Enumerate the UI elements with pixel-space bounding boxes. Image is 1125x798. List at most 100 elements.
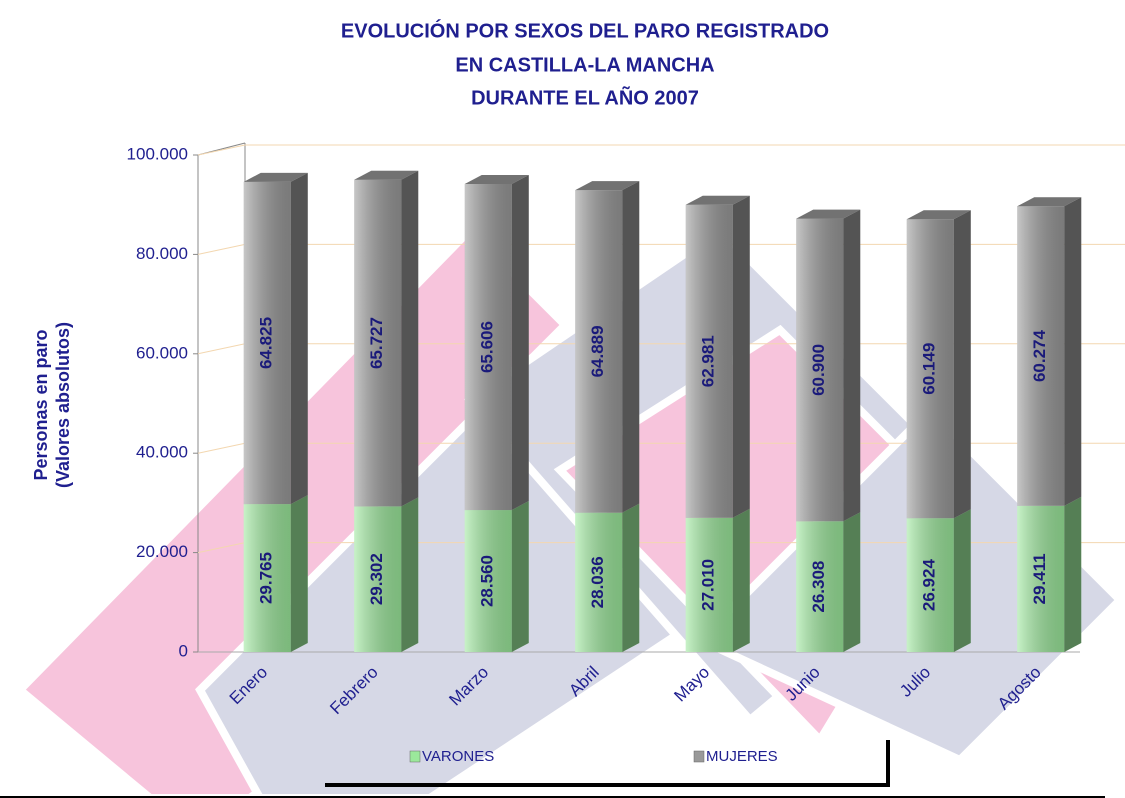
bar-shade: [354, 179, 402, 507]
bar-top-shade: [685, 195, 750, 205]
bar-shade: [796, 218, 844, 522]
bar-side: [622, 503, 640, 652]
bar-side-shade: [732, 508, 750, 652]
bar-side-shade: [511, 174, 529, 511]
data-label: 60.274: [1030, 330, 1049, 383]
y-tick-label: 60.000: [136, 343, 188, 362]
data-label: 28.036: [588, 556, 607, 608]
data-label: 64.825: [257, 317, 276, 369]
bar-top-shade: [464, 174, 529, 184]
y-tick-label: 80.000: [136, 244, 188, 263]
bar-shade: [464, 183, 512, 511]
bar-side: [622, 181, 640, 513]
grid-line: [197, 343, 246, 355]
bar-shade: [575, 190, 623, 513]
bar-top-shade: [575, 181, 640, 191]
bar-shade: [685, 517, 733, 652]
bar-top: [243, 172, 308, 182]
bar-side-shade: [622, 181, 640, 513]
bar-shade: [243, 504, 291, 652]
chart-title: DURANTE EL AÑO 2007: [471, 86, 699, 109]
bar-side: [843, 512, 861, 652]
bar-side-shade: [1064, 496, 1082, 652]
bar-shade: [906, 219, 954, 519]
bar-side-shade: [843, 512, 861, 652]
bar-side-shade: [511, 501, 529, 652]
bar-top-shade: [354, 170, 419, 180]
data-label: 26.308: [809, 561, 828, 613]
bar-side: [1064, 197, 1082, 506]
chart-title: EN CASTILLA-LA MANCHA: [455, 54, 714, 76]
data-label: 26.924: [920, 559, 939, 612]
data-label: 64.889: [588, 325, 607, 377]
legend-frame: [325, 740, 890, 787]
data-label: 29.765: [257, 552, 276, 604]
bar-side: [953, 210, 971, 519]
y-tick-label: 20.000: [136, 542, 188, 561]
bar-side: [732, 508, 750, 652]
bar-side-shade: [290, 172, 308, 505]
bar-side-shade: [1064, 197, 1082, 506]
grid-line: [197, 442, 246, 454]
y-tick-label: 0: [179, 641, 188, 660]
bar-shade: [575, 512, 623, 652]
bar-side-shade: [953, 509, 971, 652]
bar-top: [796, 209, 861, 219]
legend-swatch: [409, 750, 421, 763]
bar-side-shade: [732, 195, 750, 518]
bar-shade: [1017, 206, 1065, 506]
bar-side-shade: [290, 495, 308, 652]
grid-line: [197, 542, 246, 554]
bar-top-shade: [243, 172, 308, 182]
legend-label: VARONES: [422, 748, 494, 765]
legend-swatch: [693, 750, 705, 763]
data-label: 65.606: [478, 321, 497, 373]
bar-top: [685, 195, 750, 205]
data-label: 62.981: [699, 335, 718, 387]
bar-side: [843, 209, 861, 522]
bar-top-shade: [1017, 197, 1082, 207]
y-axis-label: (Valores absolutos): [53, 322, 73, 488]
data-label: 65.727: [367, 317, 386, 369]
bar-side: [732, 195, 750, 518]
data-label: 29.411: [1030, 553, 1049, 604]
bar-side-shade: [401, 497, 419, 652]
bar-shade: [354, 506, 402, 652]
bar-side: [1064, 496, 1082, 652]
bar-side: [953, 509, 971, 652]
bar-side: [511, 174, 529, 511]
bar-shade: [906, 518, 954, 652]
data-label: 60.149: [920, 343, 939, 395]
chart-title: EVOLUCIÓN POR SEXOS DEL PARO REGISTRADO: [341, 18, 829, 42]
data-label: 29.302: [367, 553, 386, 605]
bar-top: [354, 170, 419, 180]
y-axis-label: Personas en paro: [31, 329, 51, 480]
bar-side: [401, 497, 419, 652]
bar-shade: [685, 204, 733, 518]
bar-side: [401, 170, 419, 507]
bar-side-shade: [401, 170, 419, 507]
bar-top: [1017, 197, 1082, 207]
bar-shade: [464, 510, 512, 652]
bar-side: [290, 172, 308, 505]
data-label: 60.900: [809, 344, 828, 396]
bar-top: [575, 181, 640, 191]
bar-shade: [243, 181, 291, 505]
bar-top-shade: [796, 209, 861, 219]
bar-side-shade: [622, 503, 640, 652]
y-tick-label: 100.000: [127, 144, 188, 163]
bar-top: [906, 210, 971, 220]
bar-shade: [1017, 505, 1065, 652]
data-label: 27.010: [699, 559, 718, 611]
bar-side: [511, 501, 529, 652]
bar-top-shade: [906, 210, 971, 220]
legend-label: MUJERES: [706, 748, 778, 765]
grid-line: [197, 144, 246, 156]
bar-shade: [796, 521, 844, 652]
y-tick-label: 40.000: [136, 443, 188, 462]
grid-line: [197, 243, 246, 255]
bar-side-shade: [843, 209, 861, 522]
bar-side-shade: [953, 210, 971, 519]
bar-top: [464, 174, 529, 184]
